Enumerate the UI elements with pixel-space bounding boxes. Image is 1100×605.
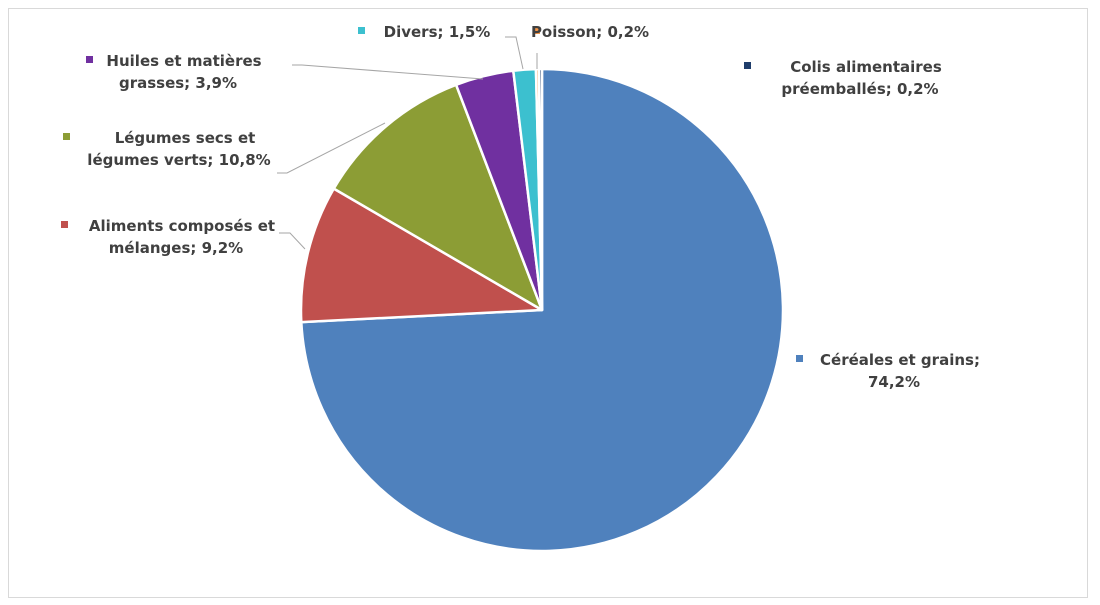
leader-line-divers <box>505 36 524 70</box>
pie-slice-legumes-secs-et-legumes-verts <box>332 83 544 312</box>
pie-chart: Céréales et grains; 74,2% Aliments composé… <box>61 23 980 553</box>
legend-marker-colis-alimentaires-preemballes <box>744 62 751 69</box>
legend-marker-aliments-composes-et-melanges <box>61 221 68 228</box>
data-label-aliments-composes-et-melanges: Aliments composés et mélanges; 9,2% <box>89 217 275 257</box>
legend-marker-huiles-et-matieres-grasses <box>86 56 93 63</box>
legend-marker-legumes-secs-et-legumes-verts <box>63 133 70 140</box>
data-label-divers: Divers; 1,5% <box>384 23 491 41</box>
data-label-huiles-et-matieres-grasses: Huiles et matières grasses; 3,9% <box>106 52 261 92</box>
legend-marker-poisson <box>533 27 540 34</box>
pie-slice-aliments-composes-et-melanges <box>299 187 544 324</box>
legend-marker-cereales-et-grains <box>796 355 803 362</box>
leader-line-huiles-et-matieres-grasses <box>292 64 484 80</box>
data-label-cereales-et-grains: Céréales et grains; 74,2% <box>820 351 980 391</box>
data-label-colis-alimentaires-preemballes: Colis alimentaires préemballés; 0,2% <box>781 58 941 98</box>
data-label-poisson: Poisson; 0,2% <box>531 23 649 41</box>
data-label-legumes-secs-et-legumes-verts: Légumes secs et légumes verts; 10,8% <box>87 129 270 169</box>
leader-line-aliments-composes-et-melanges <box>279 232 306 250</box>
legend-marker-divers <box>358 27 365 34</box>
leader-line-legumes-secs-et-legumes-verts <box>277 122 386 174</box>
pie-slice-colis-alimentaires-preemballes <box>537 67 544 312</box>
chart-frame: Céréales et grains; 74,2% Aliments composé… <box>8 8 1088 598</box>
